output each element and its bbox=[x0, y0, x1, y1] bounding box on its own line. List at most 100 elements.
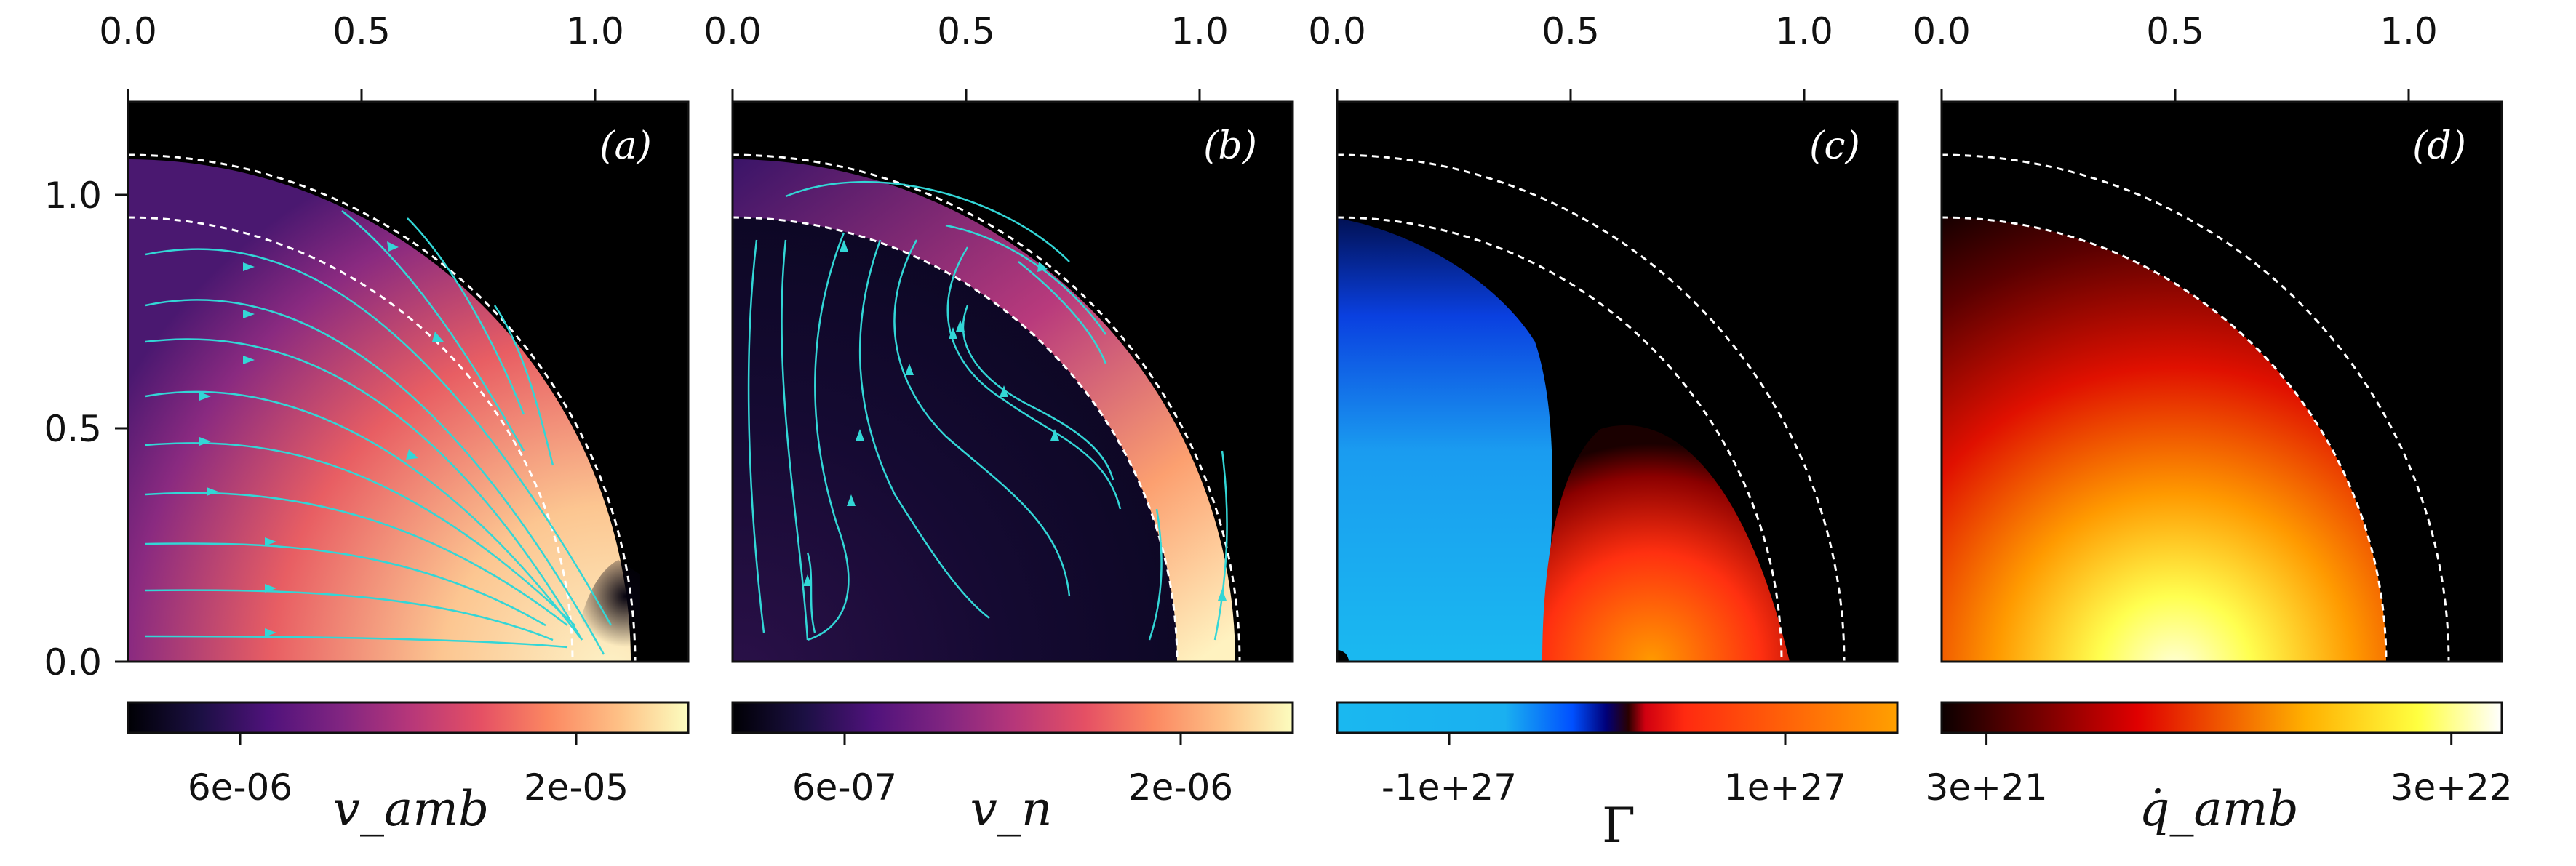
colorbar-b-tick-0: 6e-07 bbox=[792, 766, 897, 809]
panel-d-xtick-1: 0.5 bbox=[2146, 10, 2204, 52]
panel-c-frame bbox=[1336, 100, 1899, 663]
panel-b-streamlines bbox=[747, 180, 1228, 641]
panel-b-arrow-8 bbox=[949, 327, 957, 339]
panel-b-arrow-9 bbox=[1037, 262, 1048, 272]
panel-a-ytick-1: 0.5 bbox=[44, 408, 102, 450]
colorbar-b-bar bbox=[731, 701, 1294, 734]
panel-c-topaxis: 0.0 0.5 1.0 bbox=[1308, 10, 1833, 102]
colorbar-b: 6e-07 2e-06 v_n bbox=[731, 701, 1294, 837]
panel-b-arrow-7 bbox=[1050, 429, 1059, 441]
colorbar-d-bar bbox=[1940, 701, 2503, 734]
panel-d-topaxis: 0.0 0.5 1.0 bbox=[1913, 10, 2438, 102]
panel-d-xtick-0: 0.0 bbox=[1913, 10, 1971, 52]
panel-b-arrows bbox=[803, 240, 1227, 601]
panel-b-streamline-1 bbox=[747, 239, 765, 633]
panel-b-streamline-3 bbox=[807, 232, 850, 641]
panel-a: 0.0 0.5 1.0 0.0 0.5 1.0 bbox=[44, 10, 690, 683]
panel-a-streamline-6 bbox=[145, 390, 583, 641]
panel-a-arrow-1 bbox=[265, 628, 276, 637]
panel-a-ytick-0: 0.0 bbox=[44, 641, 102, 683]
panel-b-arrow-5 bbox=[956, 320, 965, 332]
panel-a-ytick-2: 1.0 bbox=[44, 175, 102, 217]
colorbar-d-label: q̇_amb bbox=[2139, 781, 2298, 837]
panel-b-frame bbox=[731, 100, 1294, 663]
panel-b-streamline-7 bbox=[962, 305, 1114, 481]
panel-b-arrow-6 bbox=[1000, 385, 1008, 397]
panel-b-streamline-10 bbox=[1018, 261, 1107, 364]
colorbar-c-bar bbox=[1336, 701, 1899, 734]
panel-a-arrow-10 bbox=[387, 241, 399, 252]
panel-d: 0.0 0.5 1.0 (d) bbox=[1913, 10, 2503, 663]
panel-b-streamline-13 bbox=[806, 552, 816, 633]
panel-a-streamline-7 bbox=[145, 338, 583, 641]
panel-b-xtick-2: 1.0 bbox=[1171, 10, 1229, 52]
panel-d-outer-boundary bbox=[1942, 153, 2450, 662]
colorbar-a-tick-0: 6e-06 bbox=[188, 766, 292, 809]
panel-a-outer-boundary bbox=[128, 153, 637, 662]
panel-b-arrow-1 bbox=[840, 240, 848, 252]
panel-b-arrow-4 bbox=[905, 364, 914, 375]
panel-a-topaxis: 0.0 0.5 1.0 bbox=[99, 10, 688, 103]
panel-b-arrow-2 bbox=[847, 494, 856, 506]
panel-a-streamline-11 bbox=[407, 217, 525, 415]
panel-a-dark-region bbox=[575, 560, 640, 662]
panel-a-arrow-8 bbox=[243, 310, 255, 318]
panel-b-xtick-1: 0.5 bbox=[937, 10, 995, 52]
panel-a-arrow-3 bbox=[265, 537, 276, 546]
panel-b-field bbox=[733, 217, 1177, 662]
panel-a-streamline-2 bbox=[145, 589, 554, 641]
panel-b-arrow-3 bbox=[856, 429, 864, 441]
panel-c-label: (c) bbox=[1809, 124, 1860, 168]
colorbar-d: 3e+21 3e+22 q̇_amb bbox=[1926, 701, 2513, 837]
panel-a-arrow-11 bbox=[432, 332, 444, 342]
panel-a-arrow-6 bbox=[199, 392, 211, 401]
panel-a-field bbox=[128, 159, 631, 662]
panel-b-plot: (b) bbox=[733, 102, 1293, 662]
panel-a-arrow-9 bbox=[243, 262, 255, 271]
panel-a-streamline-4 bbox=[145, 492, 568, 626]
panel-c-origin-dot bbox=[1337, 650, 1349, 662]
panel-a-xtick-2: 1.0 bbox=[566, 10, 624, 52]
panel-a-streamline-10 bbox=[341, 210, 525, 452]
panel-b-streamline-4 bbox=[858, 239, 990, 619]
panel-b-inner-boundary bbox=[733, 216, 1179, 662]
panel-c-outer-boundary bbox=[1337, 153, 1846, 662]
panel-d-xtick-2: 1.0 bbox=[2380, 10, 2438, 52]
panel-d-field bbox=[1942, 217, 2386, 662]
panel-d-label: (d) bbox=[2412, 124, 2466, 168]
panel-a-streamline-8 bbox=[145, 299, 605, 655]
panel-d-plot: (d) bbox=[1942, 102, 2502, 662]
panel-a-arrow-7 bbox=[243, 356, 255, 364]
panel-a-leftaxis: 0.0 0.5 1.0 bbox=[44, 102, 129, 683]
panel-a-arrow-12 bbox=[406, 449, 418, 460]
panel-a-label: (a) bbox=[599, 124, 652, 168]
panel-c-negative-region bbox=[1337, 218, 1552, 662]
panel-a-arrow-4 bbox=[207, 487, 218, 496]
colorbar-c-tick-0: -1e+27 bbox=[1381, 766, 1517, 809]
panel-c-positive-region bbox=[1542, 425, 1790, 662]
colorbar-d-tick-1: 3e+22 bbox=[2390, 766, 2513, 809]
panel-b-streamline-8 bbox=[785, 180, 1070, 262]
panel-a-streamline-9 bbox=[145, 248, 613, 626]
panel-a-xtick-1: 0.5 bbox=[332, 10, 391, 52]
colorbar-d-tick-0: 3e+21 bbox=[1926, 766, 2048, 809]
colorbar-c-tick-1: 1e+27 bbox=[1724, 766, 1846, 809]
panel-a-xtick-0: 0.0 bbox=[99, 10, 157, 52]
colorbar-b-tick-1: 2e-06 bbox=[1128, 766, 1233, 809]
panel-b-arrow-10 bbox=[1218, 589, 1227, 601]
panel-b-streamline-5 bbox=[893, 239, 1071, 597]
panel-a-streamline-1 bbox=[145, 635, 568, 649]
panel-c-xtick-0: 0.0 bbox=[1308, 10, 1366, 52]
panel-b-streamline-12 bbox=[1213, 450, 1228, 641]
colorbar-a-tick-1: 2e-05 bbox=[524, 766, 629, 809]
panel-a-streamline-5 bbox=[145, 442, 575, 626]
colorbar-c: -1e+27 1e+27 Γ bbox=[1336, 701, 1899, 854]
colorbar-a-bar bbox=[127, 701, 690, 734]
panel-b-topaxis: 0.0 0.5 1.0 bbox=[703, 10, 1229, 102]
panel-c-inner-boundary bbox=[1337, 216, 1783, 662]
colorbar-c-label: Γ bbox=[1602, 798, 1635, 854]
colorbar-b-label: v_n bbox=[970, 781, 1053, 837]
panel-b-streamline-11 bbox=[1148, 508, 1163, 641]
panel-b-outer-boundary bbox=[733, 153, 1241, 662]
